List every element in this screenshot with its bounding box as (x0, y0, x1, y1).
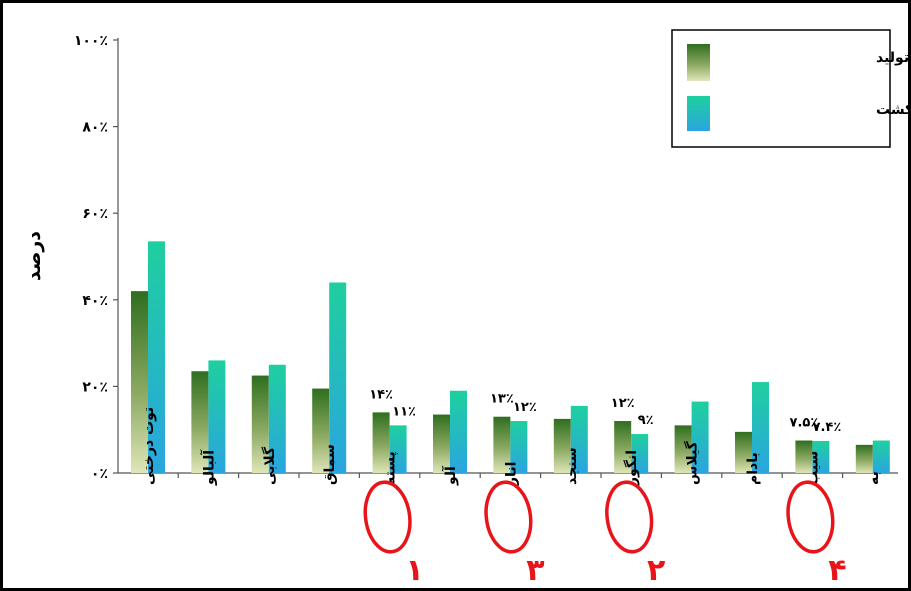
bar-area (329, 282, 347, 473)
bar-production (674, 425, 692, 473)
bar-area (570, 405, 588, 473)
x-tick-label: سماق (322, 444, 338, 485)
rank-number: ۳ (526, 553, 544, 588)
y-tick-label: ۶۰٪ (82, 206, 108, 222)
bar-production (493, 416, 511, 473)
data-label-area: ۷.۴٪ (813, 420, 842, 435)
y-tick-label: ۰٪ (91, 466, 108, 482)
bar-production (191, 371, 209, 473)
data-label-area: ۱۲٪ (513, 400, 537, 415)
bar-area (812, 440, 830, 473)
bar-production (251, 375, 269, 473)
bar-area (872, 440, 890, 473)
rank-number: ۲ (647, 553, 665, 588)
x-tick-label: به (866, 471, 882, 485)
bar-production (553, 418, 571, 473)
highlight-oval (786, 480, 835, 554)
bars (131, 241, 890, 473)
x-tick-label: سیب (805, 451, 821, 485)
bar-area (631, 434, 649, 473)
annotations: ۱۴٪۱۱٪۱۱۳٪۱۲٪۳۱۲٪۹٪۲۷.۵٪۷.۴٪۴ (363, 387, 847, 588)
bar-production (795, 440, 813, 473)
x-axis-labels: توت درختی آلبالو گلابی سماق پسته آلو انار سنجد ا… (141, 407, 882, 486)
bar-area (510, 421, 528, 473)
bar-production (735, 431, 752, 473)
bar-area (691, 401, 709, 473)
bar-production (312, 388, 330, 473)
x-tick-label: بادام (745, 452, 761, 485)
highlight-oval (363, 480, 412, 554)
bar-production (131, 291, 148, 473)
bar-production (433, 414, 450, 473)
y-axis-label: درصد (23, 231, 45, 281)
y-tick-label: ۲۰٪ (82, 379, 108, 395)
bar-production (614, 421, 632, 473)
rank-number: ۱ (405, 553, 423, 588)
highlight-oval (484, 480, 533, 554)
data-label-production: ۱۴٪ (369, 387, 393, 402)
bar-area (268, 364, 286, 473)
legend-swatch-production (687, 44, 710, 81)
x-tick-label: توت درختی (141, 407, 157, 485)
x-tick-label: آلو (441, 465, 459, 486)
rank-number: ۴ (828, 553, 846, 588)
x-tick-label: انار (503, 462, 519, 486)
bar-area (148, 241, 165, 473)
x-tick-label: سنجد (564, 447, 580, 485)
data-label-production: ۷.۵٪ (790, 416, 819, 431)
legend-label-production: سهم از تولید (876, 50, 911, 66)
legend: سهم از تولید سهم از سطح زیرکشت (671, 29, 911, 148)
x-tick-label: پسته (383, 451, 399, 485)
data-label-area: ۹٪ (638, 413, 654, 428)
x-tick-label: آلبالو (199, 449, 217, 486)
data-label-production: ۱۳٪ (490, 392, 514, 407)
data-label-area: ۱۱٪ (392, 404, 416, 419)
bar-area (389, 425, 407, 473)
legend-swatch-area (687, 96, 710, 131)
bar-area (450, 390, 467, 473)
x-tick-label: گیلاس (684, 440, 701, 485)
y-tick-label: ۸۰٪ (82, 120, 108, 136)
highlight-oval (605, 480, 654, 554)
bar-production (855, 444, 873, 473)
y-tick-label: ۱۰۰٪ (74, 33, 108, 49)
x-tick-label: گلابی (261, 446, 278, 485)
x-tick-label: انگور (623, 450, 640, 486)
bar-area (752, 382, 769, 473)
bar-area (208, 360, 226, 473)
y-tick-label: ۴۰٪ (82, 293, 108, 309)
data-label-production: ۱۲٪ (611, 396, 635, 411)
bar-production (372, 412, 390, 473)
legend-label-area: سهم از سطح زیرکشت (876, 102, 911, 118)
y-axis: ۰٪ ۲۰٪ ۴۰٪ ۶۰٪ ۸۰٪ ۱۰۰٪ (74, 33, 898, 482)
